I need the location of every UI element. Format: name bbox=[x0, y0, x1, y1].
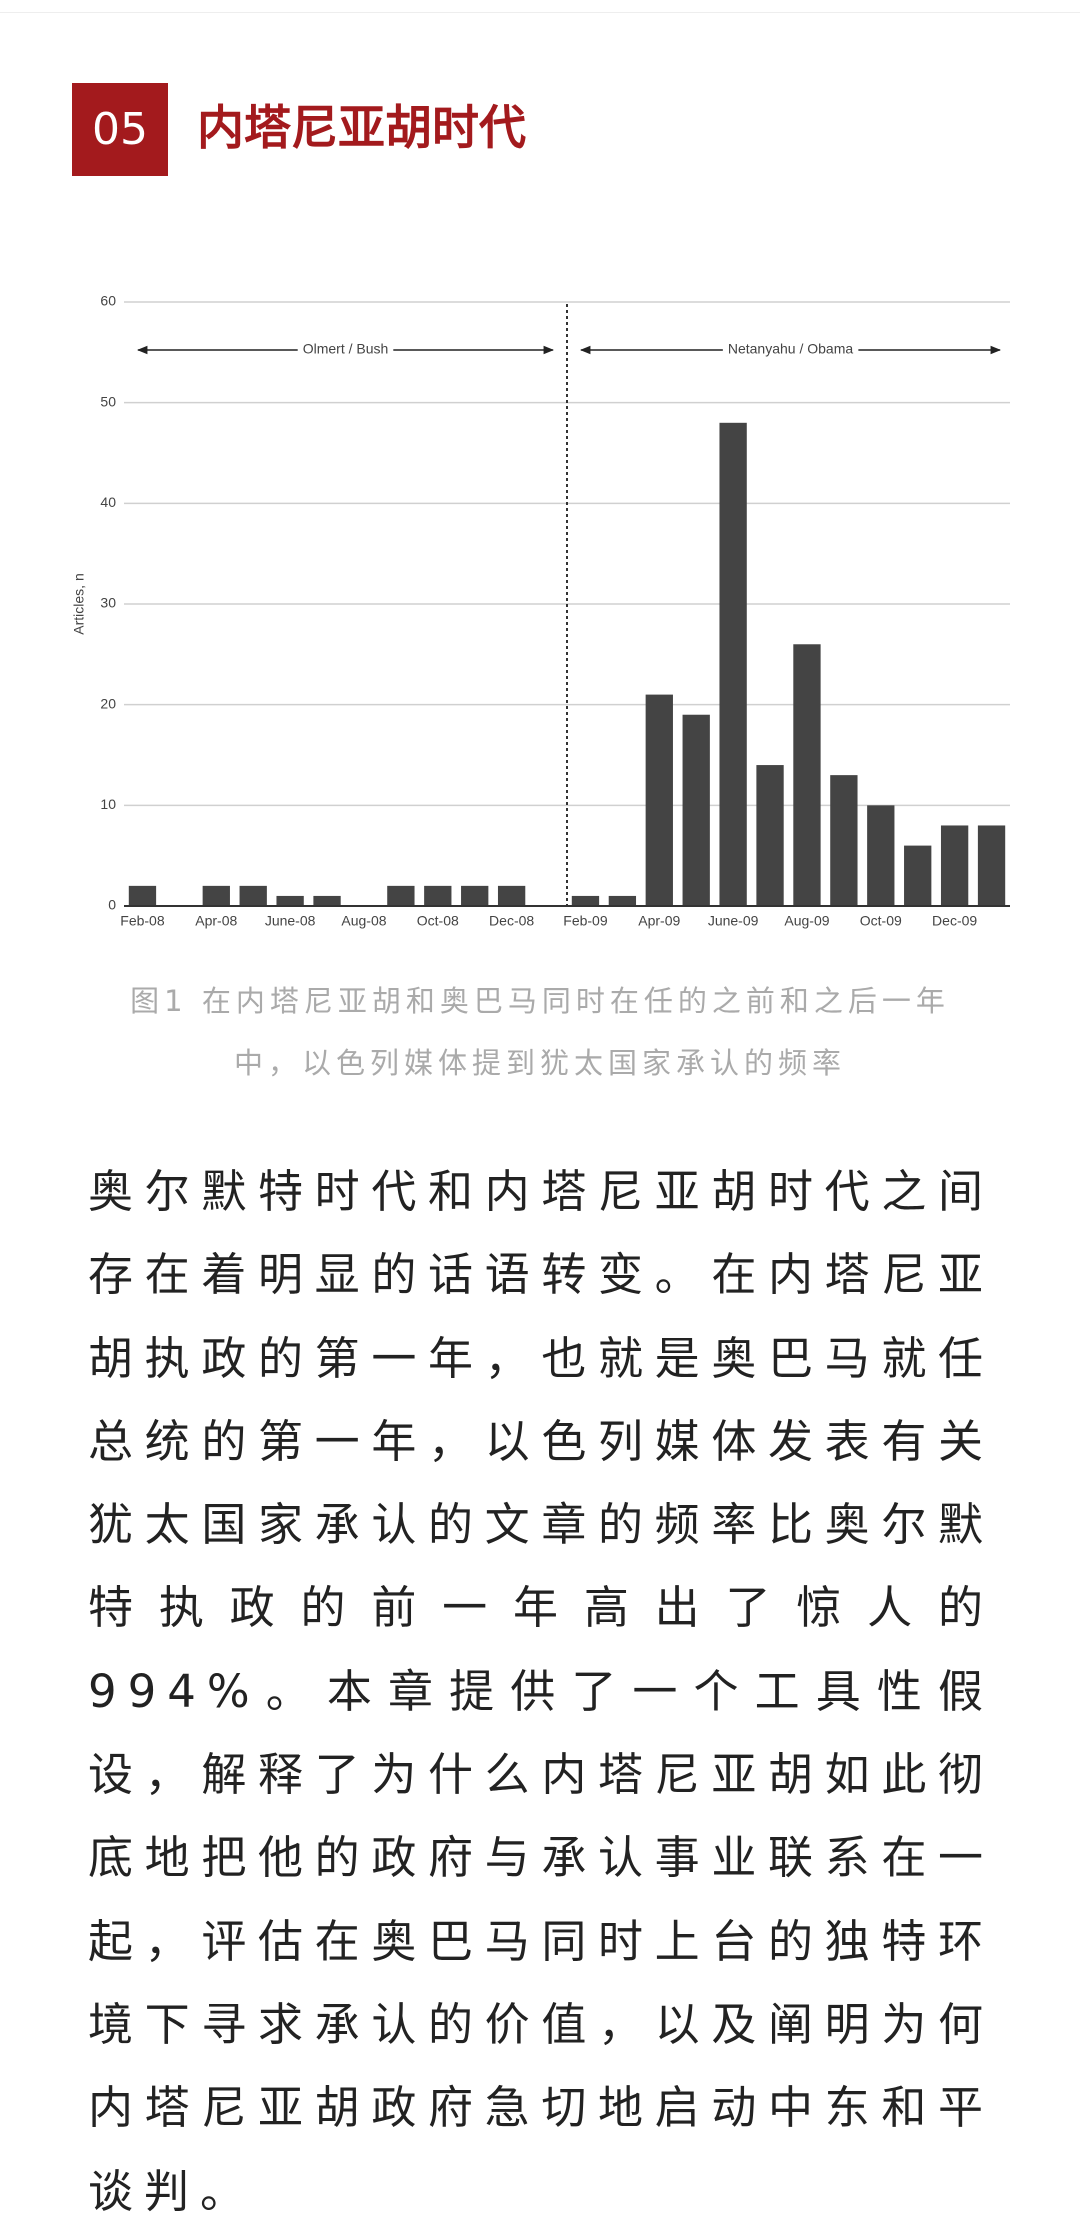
label-bg bbox=[722, 339, 859, 358]
section-number: 05 bbox=[72, 83, 168, 176]
bar bbox=[571, 895, 600, 906]
bar bbox=[645, 694, 673, 906]
x-tick-label: Oct-08 bbox=[417, 913, 459, 929]
x-tick-label: Dec-08 bbox=[489, 913, 534, 929]
y-tick-label: 40 bbox=[100, 494, 116, 510]
bar bbox=[719, 422, 747, 906]
body-paragraph: 奥尔默特时代和内塔尼亚胡时代之间存在着明显的话语转变。在内塔尼亚胡执政的第一年，… bbox=[88, 1165, 994, 2218]
page: {"header": {"number": "05", "title": "内塔… bbox=[0, 12, 1080, 2218]
bar bbox=[461, 885, 489, 906]
x-tick-label: Aug-09 bbox=[784, 913, 829, 929]
x-tick-label: June-09 bbox=[708, 913, 759, 929]
bar bbox=[977, 825, 1006, 906]
bar bbox=[940, 825, 969, 906]
figure-caption: 图1 在内塔尼亚胡和奥巴马同时在任的之前和之后一年中，以色列媒体提到犹太国家承认… bbox=[130, 984, 950, 1080]
bar bbox=[830, 775, 858, 906]
bar bbox=[867, 805, 895, 906]
bar bbox=[202, 885, 230, 906]
bar bbox=[756, 765, 784, 906]
y-tick-label: 50 bbox=[100, 393, 116, 409]
label-bg bbox=[297, 339, 394, 358]
y-tick-label: 60 bbox=[100, 293, 116, 309]
chart: 0 10 20 30 40 50 60 Articles, n Feb-08 Apr-08 June… bbox=[71, 293, 1010, 929]
bar bbox=[128, 885, 157, 906]
bar bbox=[904, 845, 932, 906]
bar bbox=[387, 885, 415, 906]
bar bbox=[276, 895, 304, 906]
y-tick-label: 10 bbox=[100, 796, 116, 812]
bar bbox=[608, 895, 637, 906]
y-tick-label: 30 bbox=[100, 595, 116, 611]
y-tick-label: 0 bbox=[108, 897, 116, 913]
bar bbox=[682, 714, 710, 906]
x-tick-label: Feb-09 bbox=[563, 913, 608, 929]
y-axis-label: Articles, n bbox=[71, 573, 87, 634]
top-divider bbox=[0, 12, 1080, 13]
section-title: 内塔尼亚胡时代 bbox=[197, 101, 526, 156]
x-tick-label: Dec-09 bbox=[932, 913, 977, 929]
x-tick-label: Feb-08 bbox=[120, 913, 165, 929]
era-label: Netanyahu / Obama bbox=[728, 341, 854, 357]
bar bbox=[239, 885, 267, 906]
x-tick-label: Aug-08 bbox=[341, 913, 386, 929]
bar bbox=[497, 885, 526, 906]
bar bbox=[424, 885, 452, 906]
bar bbox=[793, 644, 821, 906]
x-tick-label: June-08 bbox=[265, 913, 316, 929]
x-tick-label: Oct-09 bbox=[860, 913, 902, 929]
era-label: Olmert / Bush bbox=[303, 341, 389, 357]
bar bbox=[313, 895, 341, 906]
x-tick-label: Apr-09 bbox=[638, 913, 680, 929]
x-tick-label: Apr-08 bbox=[195, 913, 237, 929]
y-tick-label: 20 bbox=[100, 695, 116, 711]
